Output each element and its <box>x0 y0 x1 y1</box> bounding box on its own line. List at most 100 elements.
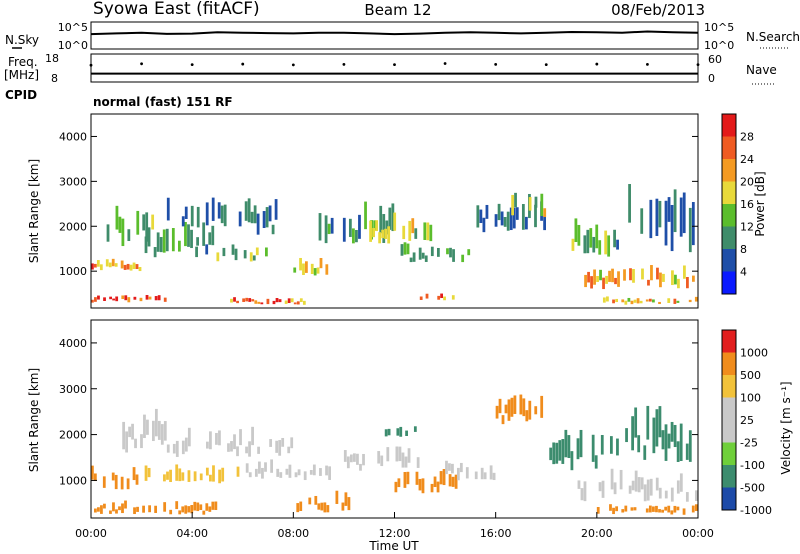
range-cell <box>409 257 413 263</box>
range-cell <box>522 398 526 417</box>
range-cell <box>165 228 169 252</box>
range-cell <box>122 421 126 450</box>
colorbar-segment <box>722 465 736 488</box>
range-cell <box>260 302 264 305</box>
range-cell <box>677 278 680 289</box>
range-cell <box>255 247 259 256</box>
velocity-colorbar-label: Velocity [m s⁻¹] <box>779 381 793 474</box>
range-cell <box>451 295 455 300</box>
time-tick-label: 12:00 <box>379 527 411 540</box>
range-cell <box>679 423 683 461</box>
range-cell <box>184 437 188 452</box>
frequency-point <box>646 62 649 66</box>
range-cell <box>664 490 668 499</box>
range-cell <box>250 211 254 224</box>
range-cell <box>312 464 316 476</box>
range-cell <box>114 263 118 267</box>
range-cell <box>534 196 538 208</box>
range-cell <box>346 456 350 469</box>
range-cell <box>439 471 443 485</box>
range-cell <box>379 205 383 234</box>
range-cell <box>648 298 652 302</box>
range-cell <box>138 267 142 272</box>
range-cell <box>305 261 308 273</box>
range-cell <box>227 443 230 452</box>
range-cell <box>195 246 198 258</box>
range-cell <box>602 297 606 303</box>
range-cell <box>133 507 136 515</box>
range-cell <box>148 505 151 513</box>
range-cell <box>287 446 291 454</box>
freq-tick-top: 18 <box>45 52 59 65</box>
range-cell <box>479 209 483 224</box>
range-cell <box>372 227 376 238</box>
range-cell <box>91 299 94 303</box>
range-cell <box>268 205 272 222</box>
range-cell <box>646 479 650 501</box>
range-cell <box>243 250 247 259</box>
range-cell <box>310 263 314 275</box>
range-cell <box>121 218 125 247</box>
range-cell <box>118 216 122 233</box>
time-tick-label: 04:00 <box>176 527 208 540</box>
range-cell <box>673 505 677 513</box>
range-cell <box>91 465 94 480</box>
range-cell <box>214 501 218 511</box>
range-cell <box>625 428 628 443</box>
range-cell <box>265 247 268 257</box>
range-cell <box>694 504 698 511</box>
range-cell <box>513 395 517 414</box>
range-cell <box>143 414 146 439</box>
range-cell <box>688 299 692 303</box>
range-cell <box>442 468 446 486</box>
range-cell <box>257 446 260 454</box>
range-cell <box>495 405 499 419</box>
range-cell <box>558 440 562 461</box>
colorbar-segment <box>722 352 736 375</box>
range-cell <box>397 478 401 488</box>
range-cell <box>589 228 593 248</box>
range-cell <box>616 438 619 456</box>
range-cell <box>649 199 653 239</box>
range-cell <box>136 210 140 235</box>
range-cell <box>212 465 215 482</box>
range-cell <box>652 417 656 454</box>
range-cell <box>314 495 318 505</box>
range-cell <box>125 431 129 453</box>
power-colorbar-tick: 12 <box>740 221 754 234</box>
range-cell <box>540 395 544 418</box>
range-cell <box>512 207 516 229</box>
range-cell <box>245 297 249 302</box>
range-cell <box>676 480 680 494</box>
range-cell <box>394 481 398 493</box>
range-cell <box>564 429 568 458</box>
range-cell <box>583 481 587 502</box>
range-cell <box>258 461 261 474</box>
range-cell <box>157 295 161 301</box>
range-cell <box>276 468 280 477</box>
range-cell <box>639 300 643 304</box>
range-cell <box>272 300 276 305</box>
range-cell <box>489 465 493 480</box>
range-cell <box>387 428 391 436</box>
range-cell <box>474 471 478 480</box>
range-cell <box>596 276 599 282</box>
range-cell <box>187 470 191 482</box>
noise-left-tick-bottom: 10^0 <box>58 39 88 52</box>
range-cell <box>205 503 209 511</box>
range-cell <box>163 297 167 302</box>
power-colorbar: 28 24 20 16 12 8 4 <box>721 113 754 295</box>
colorbar-segment <box>722 375 736 398</box>
range-cell <box>514 192 517 208</box>
range-cell <box>275 440 279 453</box>
range-cell <box>624 300 628 305</box>
range-cell <box>543 208 547 218</box>
range-cell <box>172 443 176 454</box>
range-cell <box>284 300 288 304</box>
power-yaxis: 1000 2000 3000 4000 <box>59 130 698 278</box>
range-cell <box>209 474 212 482</box>
range-cell <box>324 215 328 244</box>
range-cell <box>540 193 544 217</box>
range-cell <box>613 229 616 248</box>
range-cell <box>628 485 632 494</box>
